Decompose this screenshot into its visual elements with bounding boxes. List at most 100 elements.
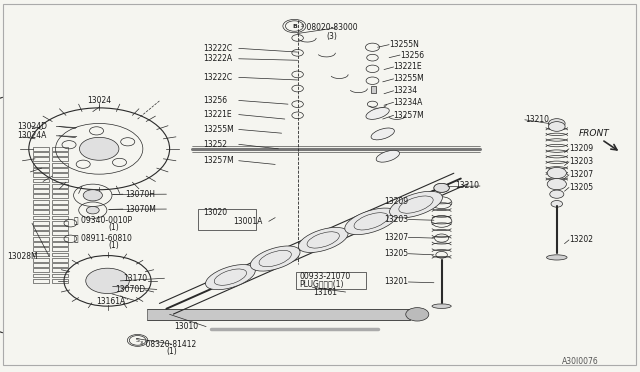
Text: 13222C: 13222C	[204, 44, 233, 53]
Bar	[33, 221, 49, 225]
Text: FRONT: FRONT	[579, 129, 610, 138]
Text: 13209: 13209	[384, 197, 408, 206]
Text: 13209: 13209	[569, 144, 593, 153]
Text: 13207: 13207	[569, 170, 593, 179]
Bar	[52, 163, 68, 167]
Bar	[33, 268, 49, 272]
Circle shape	[79, 137, 119, 160]
Ellipse shape	[366, 108, 389, 119]
Bar	[52, 168, 68, 172]
Ellipse shape	[547, 255, 567, 260]
Text: 13070M: 13070M	[125, 205, 156, 214]
Text: 00933-21070: 00933-21070	[300, 272, 351, 280]
Bar	[52, 226, 68, 230]
Text: Ⓜ 09340-0010P: Ⓜ 09340-0010P	[74, 216, 132, 225]
Bar	[33, 205, 49, 209]
Text: 13222A: 13222A	[204, 54, 233, 63]
Text: (1): (1)	[166, 347, 177, 356]
Text: 13252: 13252	[204, 140, 228, 149]
Text: B: B	[292, 23, 297, 29]
Bar	[52, 231, 68, 235]
Bar	[33, 152, 49, 156]
Bar	[33, 231, 49, 235]
Text: 13257M: 13257M	[204, 156, 234, 165]
Bar	[52, 221, 68, 225]
Bar	[33, 200, 49, 203]
Bar	[33, 184, 49, 188]
Text: 13201: 13201	[384, 278, 408, 286]
Text: 13161: 13161	[314, 288, 338, 296]
Text: 13205: 13205	[384, 249, 408, 258]
Bar	[33, 210, 49, 214]
Text: 13001A: 13001A	[234, 217, 263, 226]
Bar	[33, 157, 49, 161]
Bar	[52, 268, 68, 272]
Bar	[33, 274, 49, 278]
Circle shape	[550, 190, 564, 198]
Text: 13222C: 13222C	[204, 73, 233, 82]
Circle shape	[547, 167, 566, 179]
Text: 13024D: 13024D	[17, 122, 47, 131]
Text: 13234: 13234	[394, 86, 418, 95]
Circle shape	[86, 206, 99, 214]
Bar	[52, 258, 68, 262]
Bar	[33, 189, 49, 193]
Bar	[33, 173, 49, 177]
Ellipse shape	[250, 246, 300, 271]
Text: 13202: 13202	[569, 235, 593, 244]
Bar	[52, 253, 68, 256]
Bar	[52, 157, 68, 161]
Bar	[33, 215, 49, 219]
Text: 13221E: 13221E	[204, 110, 232, 119]
Bar	[52, 147, 68, 151]
Bar	[33, 168, 49, 172]
Text: 13161A: 13161A	[96, 297, 125, 306]
Bar	[52, 263, 68, 267]
Circle shape	[548, 119, 565, 128]
Bar	[371, 86, 376, 93]
Bar	[52, 173, 68, 177]
Text: 13024A: 13024A	[17, 131, 47, 140]
Bar	[33, 163, 49, 167]
Text: 13207: 13207	[384, 233, 408, 242]
Ellipse shape	[298, 227, 348, 253]
Text: 13070D: 13070D	[115, 285, 145, 294]
Bar	[198, 209, 256, 230]
Bar	[33, 226, 49, 230]
Text: 13070H: 13070H	[125, 190, 155, 199]
Bar	[52, 179, 68, 182]
Text: 13257M: 13257M	[394, 111, 424, 120]
Circle shape	[434, 183, 449, 192]
Circle shape	[406, 308, 429, 321]
Bar	[33, 147, 49, 151]
Text: 13256: 13256	[204, 96, 228, 105]
Bar	[33, 279, 49, 283]
Bar	[52, 247, 68, 251]
Text: (1): (1)	[109, 223, 120, 232]
Ellipse shape	[371, 128, 394, 140]
Bar	[52, 242, 68, 246]
Circle shape	[83, 190, 102, 201]
Bar	[52, 184, 68, 188]
Text: 13255M: 13255M	[394, 74, 424, 83]
Ellipse shape	[376, 150, 399, 162]
Text: ² 08020-83000: ² 08020-83000	[301, 23, 357, 32]
Bar	[52, 189, 68, 193]
Text: 13170: 13170	[123, 274, 147, 283]
Bar	[33, 179, 49, 182]
Bar	[33, 263, 49, 267]
Text: 13210: 13210	[525, 115, 548, 124]
Text: 13024: 13024	[87, 96, 111, 105]
Text: 13234A: 13234A	[394, 98, 423, 107]
Bar	[296, 272, 366, 289]
Text: (1): (1)	[109, 241, 120, 250]
Bar	[33, 247, 49, 251]
Bar	[52, 210, 68, 214]
Bar	[52, 237, 68, 241]
Ellipse shape	[205, 264, 255, 290]
Text: 13210: 13210	[456, 182, 480, 190]
Text: ³ 08320-81412: ³ 08320-81412	[140, 340, 196, 349]
Text: 13028M: 13028M	[8, 252, 38, 261]
Ellipse shape	[432, 304, 451, 308]
Ellipse shape	[390, 191, 442, 218]
